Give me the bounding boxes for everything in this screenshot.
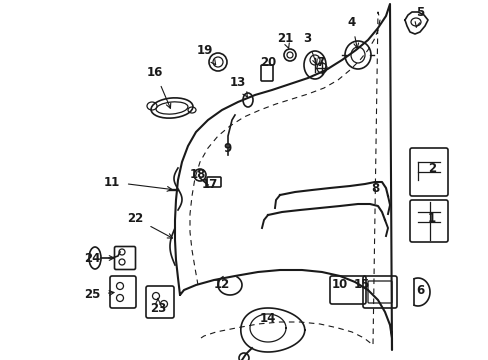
Text: 24: 24	[83, 252, 114, 265]
Text: 25: 25	[83, 288, 114, 302]
Text: 20: 20	[259, 55, 276, 68]
Text: 17: 17	[202, 179, 218, 192]
Text: 1: 1	[427, 211, 435, 225]
Text: 21: 21	[276, 31, 292, 48]
Text: 15: 15	[353, 279, 369, 292]
Text: 6: 6	[415, 284, 423, 297]
Text: 22: 22	[126, 211, 172, 238]
Text: 8: 8	[370, 181, 378, 194]
Text: 23: 23	[149, 298, 166, 315]
Text: 7: 7	[315, 55, 324, 68]
Text: 16: 16	[146, 66, 170, 108]
Text: 3: 3	[303, 31, 317, 64]
Text: 10: 10	[331, 279, 347, 292]
Text: 14: 14	[259, 311, 276, 324]
Text: 18: 18	[189, 168, 206, 181]
Text: 19: 19	[196, 44, 215, 65]
Text: 2: 2	[427, 162, 435, 175]
Text: 12: 12	[213, 279, 230, 292]
Text: 4: 4	[347, 15, 358, 48]
Text: 5: 5	[414, 5, 423, 27]
Text: 11: 11	[103, 175, 172, 191]
Text: 9: 9	[224, 141, 232, 154]
Text: 13: 13	[229, 76, 247, 97]
